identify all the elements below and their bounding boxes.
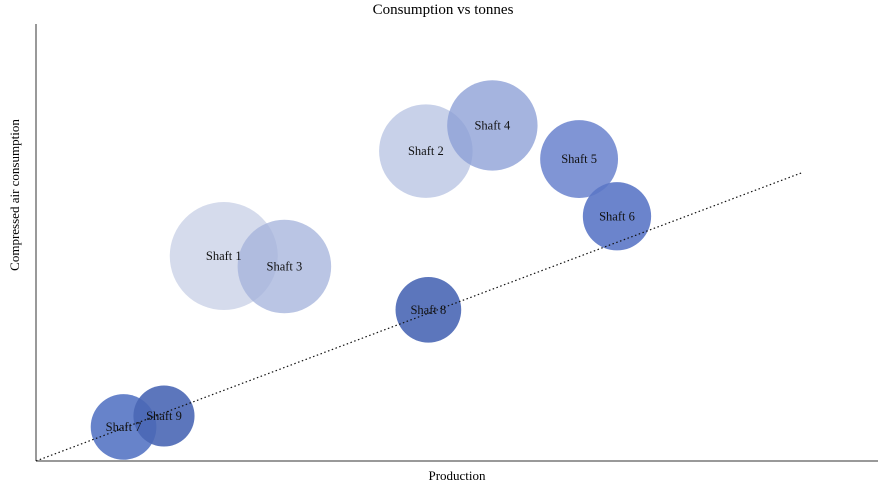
bubble-shaft-5: [540, 120, 619, 198]
bubble-label-shaft-2: Shaft 2: [408, 144, 444, 158]
y-axis-label: Compressed air consumption: [7, 119, 22, 271]
x-axis-label: Production: [428, 468, 486, 483]
bubble-shaft-3: [237, 219, 332, 314]
bubble-label-shaft-6: Shaft 6: [599, 209, 635, 223]
chart-title: Consumption vs tonnes: [372, 2, 514, 18]
bubble-label-shaft-1: Shaft 1: [206, 249, 242, 263]
bubble-shaft-4: [447, 80, 538, 171]
bubble-label-shaft-7: Shaft 7: [106, 420, 142, 434]
bubble-label-shaft-3: Shaft 3: [267, 260, 303, 274]
bubble-shaft-8: [395, 276, 462, 343]
trendline: [35, 172, 803, 462]
bubble-label-shaft-8: Shaft 8: [410, 303, 446, 317]
bubble-label-shaft-4: Shaft 4: [474, 118, 511, 132]
bubble-shaft-9: [133, 385, 195, 447]
bubble-shaft-6: [582, 182, 652, 251]
bubble-label-shaft-5: Shaft 5: [561, 152, 597, 166]
bubble-label-shaft-9: Shaft 9: [146, 409, 182, 423]
